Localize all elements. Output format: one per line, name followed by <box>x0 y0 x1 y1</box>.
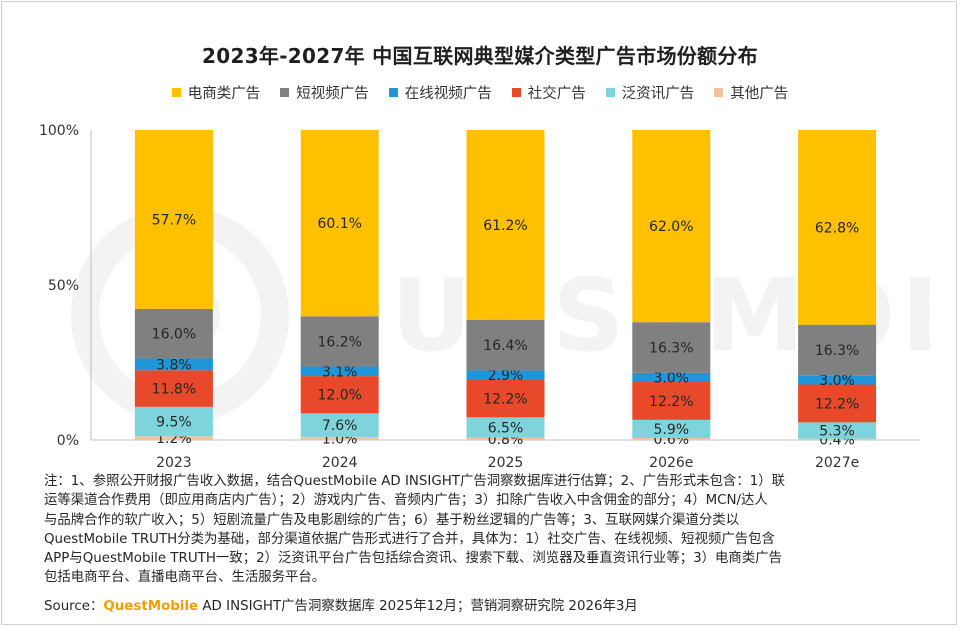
data-label: 12.2% <box>649 394 693 410</box>
bar-segment <box>466 319 545 371</box>
legend-label: 电商类广告 <box>187 86 261 102</box>
source-line: Source：QuestMobile AD INSIGHT广告洞察数据库 202… <box>44 594 638 614</box>
data-label: 2.9% <box>488 368 524 384</box>
bar-segment <box>134 130 213 309</box>
y-tick-label: 100% <box>39 123 79 139</box>
bar-segment <box>300 130 379 317</box>
data-label: 11.8% <box>152 382 196 398</box>
bar-segment <box>798 422 877 439</box>
legend-item: 泛资讯广告 <box>605 82 695 103</box>
y-tick-label: 0% <box>57 433 79 449</box>
x-tick-label: 2024 <box>322 455 358 471</box>
data-label: 12.2% <box>815 396 859 412</box>
x-tick-label: 2025 <box>488 455 524 471</box>
footnote: 注：1、参照公开财报广告收入数据，结合QuestMobile AD INSIGH… <box>44 474 786 586</box>
legend-item: 电商类广告 <box>171 82 261 103</box>
x-tick-label: 2023 <box>156 455 192 471</box>
x-tick-label: 2026e <box>649 455 693 471</box>
bar-segment <box>134 308 213 359</box>
bar-segment <box>798 324 877 376</box>
data-label: 5.3% <box>819 424 855 440</box>
bar-segment <box>466 130 545 320</box>
legend-swatch <box>511 88 521 97</box>
bar-segment <box>632 438 711 440</box>
bar-segment <box>798 130 877 325</box>
bar-segment <box>632 322 711 373</box>
legend-swatch <box>280 88 290 97</box>
bar-segment <box>300 436 379 440</box>
legend-label: 其他广告 <box>730 86 789 102</box>
legend-label: 短视频广告 <box>296 86 369 102</box>
legend-swatch <box>605 88 615 97</box>
bar-segment <box>134 406 213 437</box>
data-label: 7.6% <box>322 418 358 434</box>
source-brand: QuestMobile <box>103 599 199 614</box>
legend-item: 短视频广告 <box>280 82 369 103</box>
bar-segment <box>466 379 545 418</box>
bar-segment <box>134 436 213 440</box>
source-prefix: Source： <box>44 599 104 614</box>
legend-item: 其他广告 <box>714 82 788 103</box>
bar-segment <box>632 130 711 323</box>
bar-segment <box>134 358 213 371</box>
data-label: 12.2% <box>483 391 527 407</box>
data-label: 16.3% <box>815 343 859 359</box>
data-label: 3.1% <box>322 364 358 380</box>
data-label: 62.8% <box>815 220 859 236</box>
data-label: 3.0% <box>819 373 855 389</box>
legend-label: 泛资讯广告 <box>621 86 695 102</box>
data-label: 16.3% <box>649 340 693 356</box>
data-label: 3.0% <box>654 370 690 386</box>
bar-segment <box>466 437 545 440</box>
data-label: 3.8% <box>156 357 192 373</box>
bar-segment <box>466 370 545 380</box>
data-label: 16.2% <box>317 334 361 350</box>
bar-segment <box>798 375 877 385</box>
bar-segment <box>300 316 379 367</box>
data-label: 16.4% <box>483 338 527 354</box>
data-label: 16.0% <box>152 327 196 343</box>
data-label: 62.0% <box>649 219 693 235</box>
legend-swatch <box>171 88 181 97</box>
chart-legend: 电商类广告 短视频广告 在线视频广告 社交广告 泛资讯广告 其他广告 <box>0 82 960 103</box>
data-label: 5.9% <box>654 422 690 438</box>
data-label: 9.5% <box>156 415 192 431</box>
legend-label: 在线视频广告 <box>404 86 492 102</box>
bar-segment <box>632 382 711 420</box>
data-label: 60.1% <box>317 216 361 232</box>
data-label: 12.0% <box>317 388 361 404</box>
legend-swatch <box>388 88 398 97</box>
bar-segment <box>134 370 213 407</box>
legend-label: 社交广告 <box>527 86 586 102</box>
bar-segment <box>466 417 545 438</box>
bar-segment <box>632 372 711 383</box>
legend-item: 社交广告 <box>511 82 586 103</box>
bar-segment <box>632 419 711 439</box>
x-tick-label: 2027e <box>815 455 859 471</box>
y-tick-label: 50% <box>48 278 79 294</box>
legend-item: 在线视频广告 <box>388 82 492 103</box>
bar-segment <box>300 376 379 414</box>
data-label: 61.2% <box>483 218 527 234</box>
bar-segment <box>798 384 877 423</box>
bar-segment <box>300 413 379 437</box>
bar-segment <box>300 366 379 377</box>
chart-title: 2023年-2027年 中国互联网典型媒介类型广告市场份额分布 <box>202 44 758 68</box>
legend-swatch <box>714 88 724 97</box>
bar-segment <box>798 438 877 440</box>
source-suffix: AD INSIGHT广告洞察数据库 2025年12月；营销洞察研究院 2026年… <box>198 599 638 614</box>
data-label: 57.7% <box>152 212 196 228</box>
data-label: 6.5% <box>488 420 524 436</box>
